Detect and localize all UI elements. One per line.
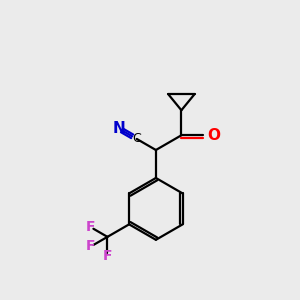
Text: N: N [112, 121, 125, 136]
Text: F: F [86, 220, 96, 234]
Text: C: C [132, 133, 141, 146]
Text: F: F [103, 249, 112, 263]
Text: F: F [86, 239, 96, 254]
Text: O: O [207, 128, 220, 143]
